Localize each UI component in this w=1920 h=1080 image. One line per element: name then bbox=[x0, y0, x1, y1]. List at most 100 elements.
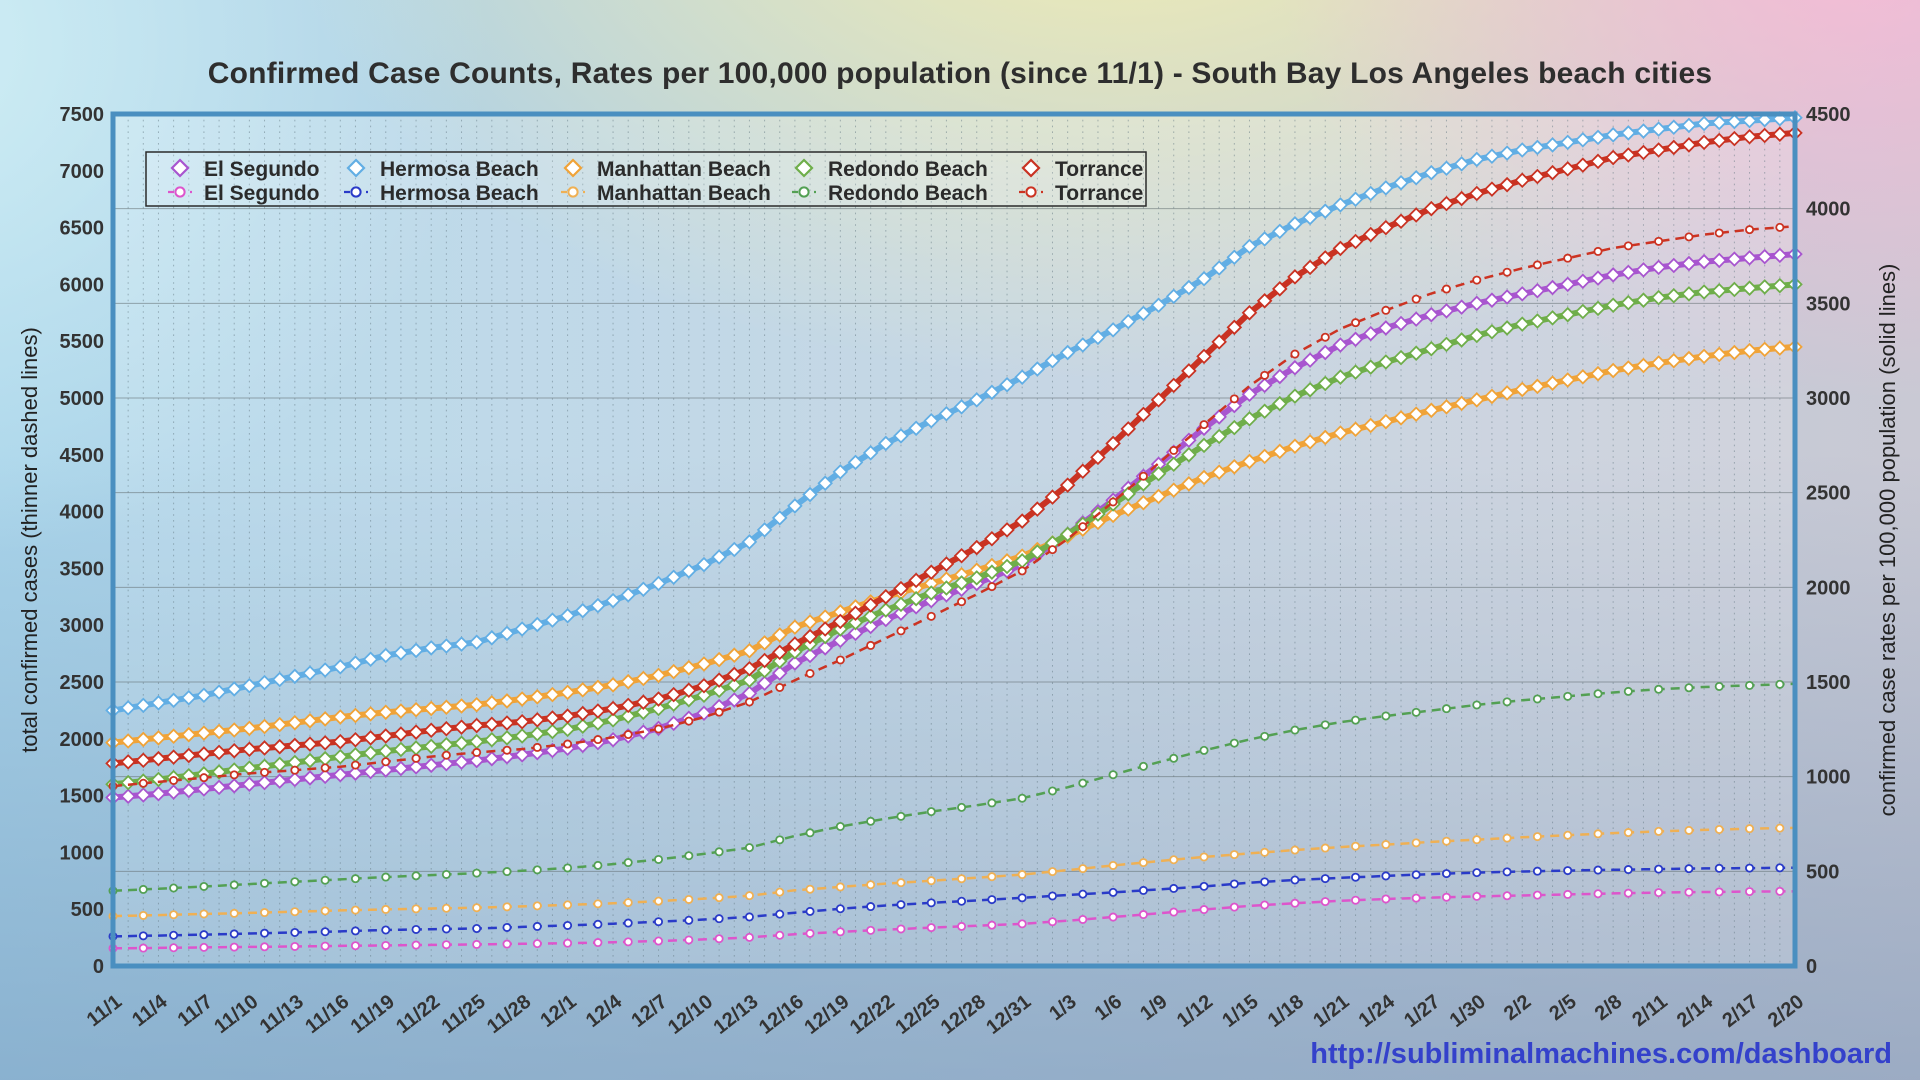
circle-marker bbox=[1199, 745, 1209, 755]
circle-marker bbox=[623, 918, 633, 928]
diamond-marker bbox=[696, 687, 712, 704]
left-tick-label: 7500 bbox=[60, 104, 105, 126]
circle-marker bbox=[1199, 881, 1209, 891]
diamond-marker bbox=[256, 774, 273, 791]
x-tick-label: 11/22 bbox=[392, 991, 444, 1038]
left-tick-label: 6500 bbox=[60, 218, 105, 240]
circle-marker bbox=[199, 773, 209, 783]
circle-marker bbox=[1290, 875, 1300, 885]
circle-marker bbox=[169, 943, 179, 953]
diamond-marker bbox=[423, 700, 439, 717]
diamond-marker bbox=[862, 445, 879, 461]
circle-marker bbox=[1108, 497, 1118, 507]
circle-marker bbox=[1411, 893, 1421, 903]
diamond-marker bbox=[423, 738, 439, 755]
diamond-marker bbox=[317, 662, 333, 678]
diamond-marker bbox=[559, 721, 576, 738]
diamond-marker bbox=[1393, 315, 1409, 332]
legend-diamond-icon bbox=[170, 158, 190, 178]
legend-label: El Segundo bbox=[204, 182, 320, 205]
diamond-marker bbox=[377, 762, 394, 778]
diamond-marker bbox=[1241, 305, 1258, 321]
circle-marker bbox=[805, 928, 815, 938]
diamond-marker bbox=[787, 498, 803, 514]
circle-marker bbox=[1260, 370, 1270, 380]
circle-marker bbox=[957, 597, 967, 607]
circle-marker bbox=[1411, 294, 1421, 304]
diamond-marker bbox=[1211, 334, 1227, 350]
diamond-marker bbox=[1681, 255, 1697, 272]
diamond-marker bbox=[135, 731, 152, 748]
right-tick-label: 500 bbox=[1806, 861, 1839, 883]
diamond-marker bbox=[1499, 176, 1515, 193]
diamond-marker bbox=[120, 700, 136, 716]
circle-marker bbox=[1199, 905, 1209, 915]
diamond-marker bbox=[620, 708, 636, 724]
diamond-marker bbox=[635, 581, 652, 597]
diamond-marker bbox=[574, 705, 591, 722]
diamond-marker bbox=[923, 564, 940, 580]
diamond-marker bbox=[1272, 223, 1288, 240]
circle-marker bbox=[1441, 892, 1451, 902]
diamond-marker bbox=[999, 376, 1015, 393]
diamond-marker bbox=[1453, 299, 1470, 315]
diamond-marker bbox=[1287, 216, 1303, 232]
circle-marker bbox=[381, 904, 391, 914]
circle-marker bbox=[987, 872, 997, 882]
circle-marker bbox=[1623, 241, 1633, 251]
diamond-marker bbox=[696, 705, 712, 722]
circle-marker bbox=[987, 582, 997, 592]
diamond-marker bbox=[1332, 197, 1349, 213]
circle-marker bbox=[835, 904, 845, 914]
diamond-marker bbox=[544, 723, 561, 740]
diamond-marker bbox=[241, 720, 258, 737]
right-tick-label: 3000 bbox=[1806, 388, 1851, 410]
circle-marker bbox=[1502, 697, 1512, 707]
diamond-marker bbox=[1438, 195, 1455, 212]
circle-marker bbox=[1775, 863, 1785, 873]
diamond-marker bbox=[393, 703, 409, 719]
dashboard-url-link[interactable]: http://subliminalmachines.com/dashboard bbox=[1310, 1038, 1892, 1070]
diamond-marker bbox=[1393, 349, 1409, 366]
circle-marker bbox=[472, 924, 482, 934]
circle-marker bbox=[896, 900, 906, 910]
circle-marker bbox=[290, 941, 300, 951]
diamond-marker bbox=[1741, 112, 1758, 129]
x-tick-label: 1/30 bbox=[1446, 991, 1490, 1032]
diamond-marker bbox=[1196, 469, 1212, 486]
circle-marker bbox=[563, 863, 573, 873]
circle-marker bbox=[744, 932, 754, 942]
diamond-marker bbox=[1469, 151, 1485, 168]
circle-marker bbox=[835, 655, 845, 665]
series-line bbox=[112, 682, 1796, 893]
circle-marker bbox=[502, 922, 512, 932]
diamond-marker bbox=[484, 630, 500, 646]
diamond-marker bbox=[1272, 368, 1288, 385]
diamond-marker bbox=[529, 712, 546, 728]
diamond-marker bbox=[832, 613, 849, 630]
circle-marker bbox=[593, 938, 603, 948]
legend-diamond-icon bbox=[1021, 158, 1041, 178]
diamond-marker bbox=[1529, 139, 1546, 156]
diamond-marker bbox=[1347, 364, 1364, 380]
diamond-marker bbox=[150, 785, 167, 802]
circle-marker bbox=[775, 887, 785, 897]
circle-marker bbox=[835, 882, 845, 892]
diamond-marker bbox=[968, 539, 985, 556]
circle-marker bbox=[714, 707, 724, 717]
diamond-marker bbox=[590, 597, 606, 614]
diamond-marker bbox=[1605, 149, 1621, 166]
circle-marker bbox=[1017, 793, 1027, 803]
diamond-marker bbox=[1438, 160, 1455, 177]
diamond-marker bbox=[1484, 148, 1500, 165]
diamond-marker bbox=[847, 625, 864, 642]
circle-marker bbox=[169, 775, 179, 785]
diamond-marker bbox=[196, 725, 212, 741]
diamond-marker bbox=[802, 614, 818, 630]
diamond-marker bbox=[1181, 476, 1197, 492]
diamond-marker bbox=[1317, 375, 1334, 392]
diamond-marker bbox=[1302, 382, 1318, 398]
circle-marker bbox=[472, 903, 482, 913]
diamond-marker bbox=[271, 716, 288, 733]
